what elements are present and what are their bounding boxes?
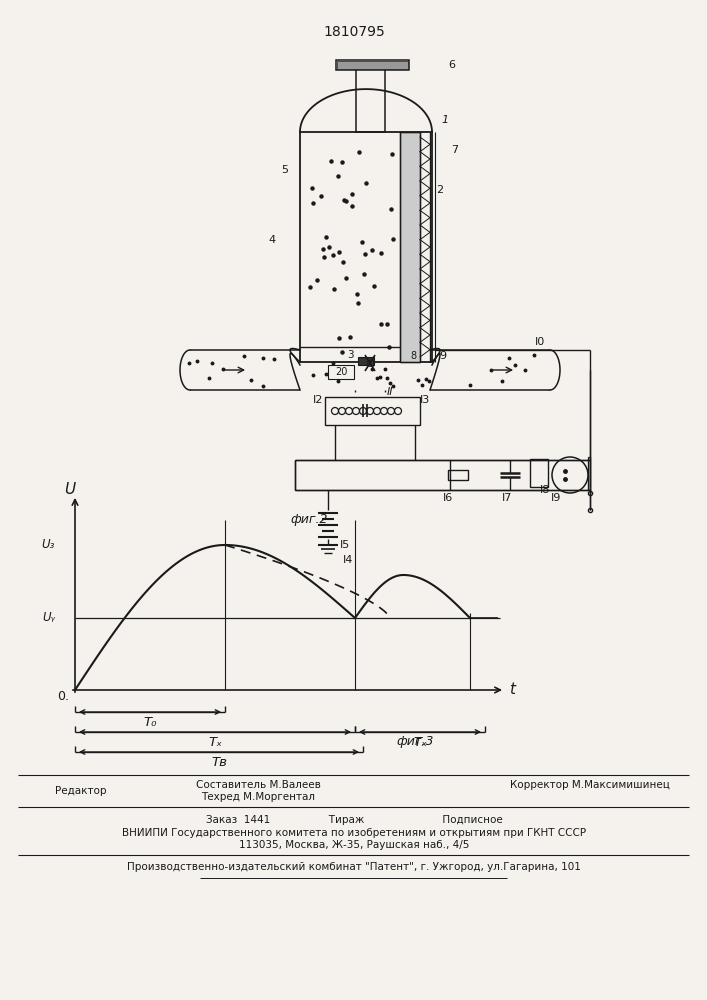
Text: I2: I2 (312, 395, 323, 405)
Bar (356, 65, 385, 132)
Text: 3: 3 (346, 350, 354, 360)
Text: U₃: U₃ (42, 538, 55, 552)
Text: Составитель М.Валеев: Составитель М.Валеев (196, 780, 320, 790)
Text: Tв: Tв (211, 756, 227, 770)
Text: Заказ  1441                  Тираж                        Подписное: Заказ 1441 Тираж Подписное (206, 815, 503, 825)
Text: I4: I4 (343, 555, 354, 565)
Text: t: t (509, 682, 515, 698)
Text: Tₓ: Tₓ (208, 736, 222, 750)
Text: 9: 9 (440, 351, 447, 361)
Bar (448, 470, 468, 480)
Text: I0: I0 (535, 337, 545, 347)
Text: I6: I6 (443, 493, 453, 503)
Text: 5: 5 (281, 165, 288, 175)
Text: Uᵧ: Uᵧ (42, 611, 55, 624)
Text: ВНИИПИ Государственного комитета по изобретениям и открытиям при ГКНТ СССР: ВНИИПИ Государственного комитета по изоб… (122, 828, 586, 838)
Text: II: II (387, 387, 393, 397)
Text: I8: I8 (540, 485, 550, 495)
Text: фиг.2: фиг.2 (290, 514, 327, 526)
Text: фиг.3: фиг.3 (396, 736, 434, 748)
Text: 7: 7 (452, 145, 459, 155)
Text: 8: 8 (410, 351, 416, 361)
Text: 113035, Москва, Ж-35, Раушская наб., 4/5: 113035, Москва, Ж-35, Раушская наб., 4/5 (239, 840, 469, 850)
Text: Tₓ: Tₓ (413, 736, 427, 750)
Bar (295, 460, 590, 490)
Bar (300, 132, 432, 362)
Bar (337, 61, 408, 69)
Text: Корректор М.Максимишинец: Корректор М.Максимишинец (510, 780, 670, 790)
Bar (358, 357, 374, 365)
Text: T₀: T₀ (144, 716, 157, 730)
Text: I3: I3 (420, 395, 430, 405)
Bar (325, 397, 420, 425)
Text: 20: 20 (335, 367, 347, 377)
Text: 6: 6 (448, 60, 455, 70)
Bar (400, 132, 420, 362)
Bar (400, 132, 420, 362)
Text: Техред М.Моргентал: Техред М.Моргентал (201, 792, 315, 802)
Text: 2: 2 (436, 185, 443, 195)
Text: Редактор: Редактор (55, 786, 107, 796)
Bar (328, 365, 354, 379)
Text: I7: I7 (502, 493, 512, 503)
Bar (336, 60, 409, 70)
Text: Производственно-издательский комбинат "Патент", г. Ужгород, ул.Гагарина, 101: Производственно-издательский комбинат "П… (127, 862, 581, 872)
Text: 0.: 0. (57, 690, 69, 702)
Text: I5: I5 (340, 540, 350, 550)
Text: 1: 1 (441, 115, 448, 125)
Bar (530, 459, 548, 487)
Text: 1810795: 1810795 (323, 25, 385, 39)
Text: 4: 4 (269, 235, 276, 245)
Bar (367, 360, 373, 366)
Text: I9: I9 (551, 493, 561, 503)
Text: U: U (64, 483, 76, 497)
